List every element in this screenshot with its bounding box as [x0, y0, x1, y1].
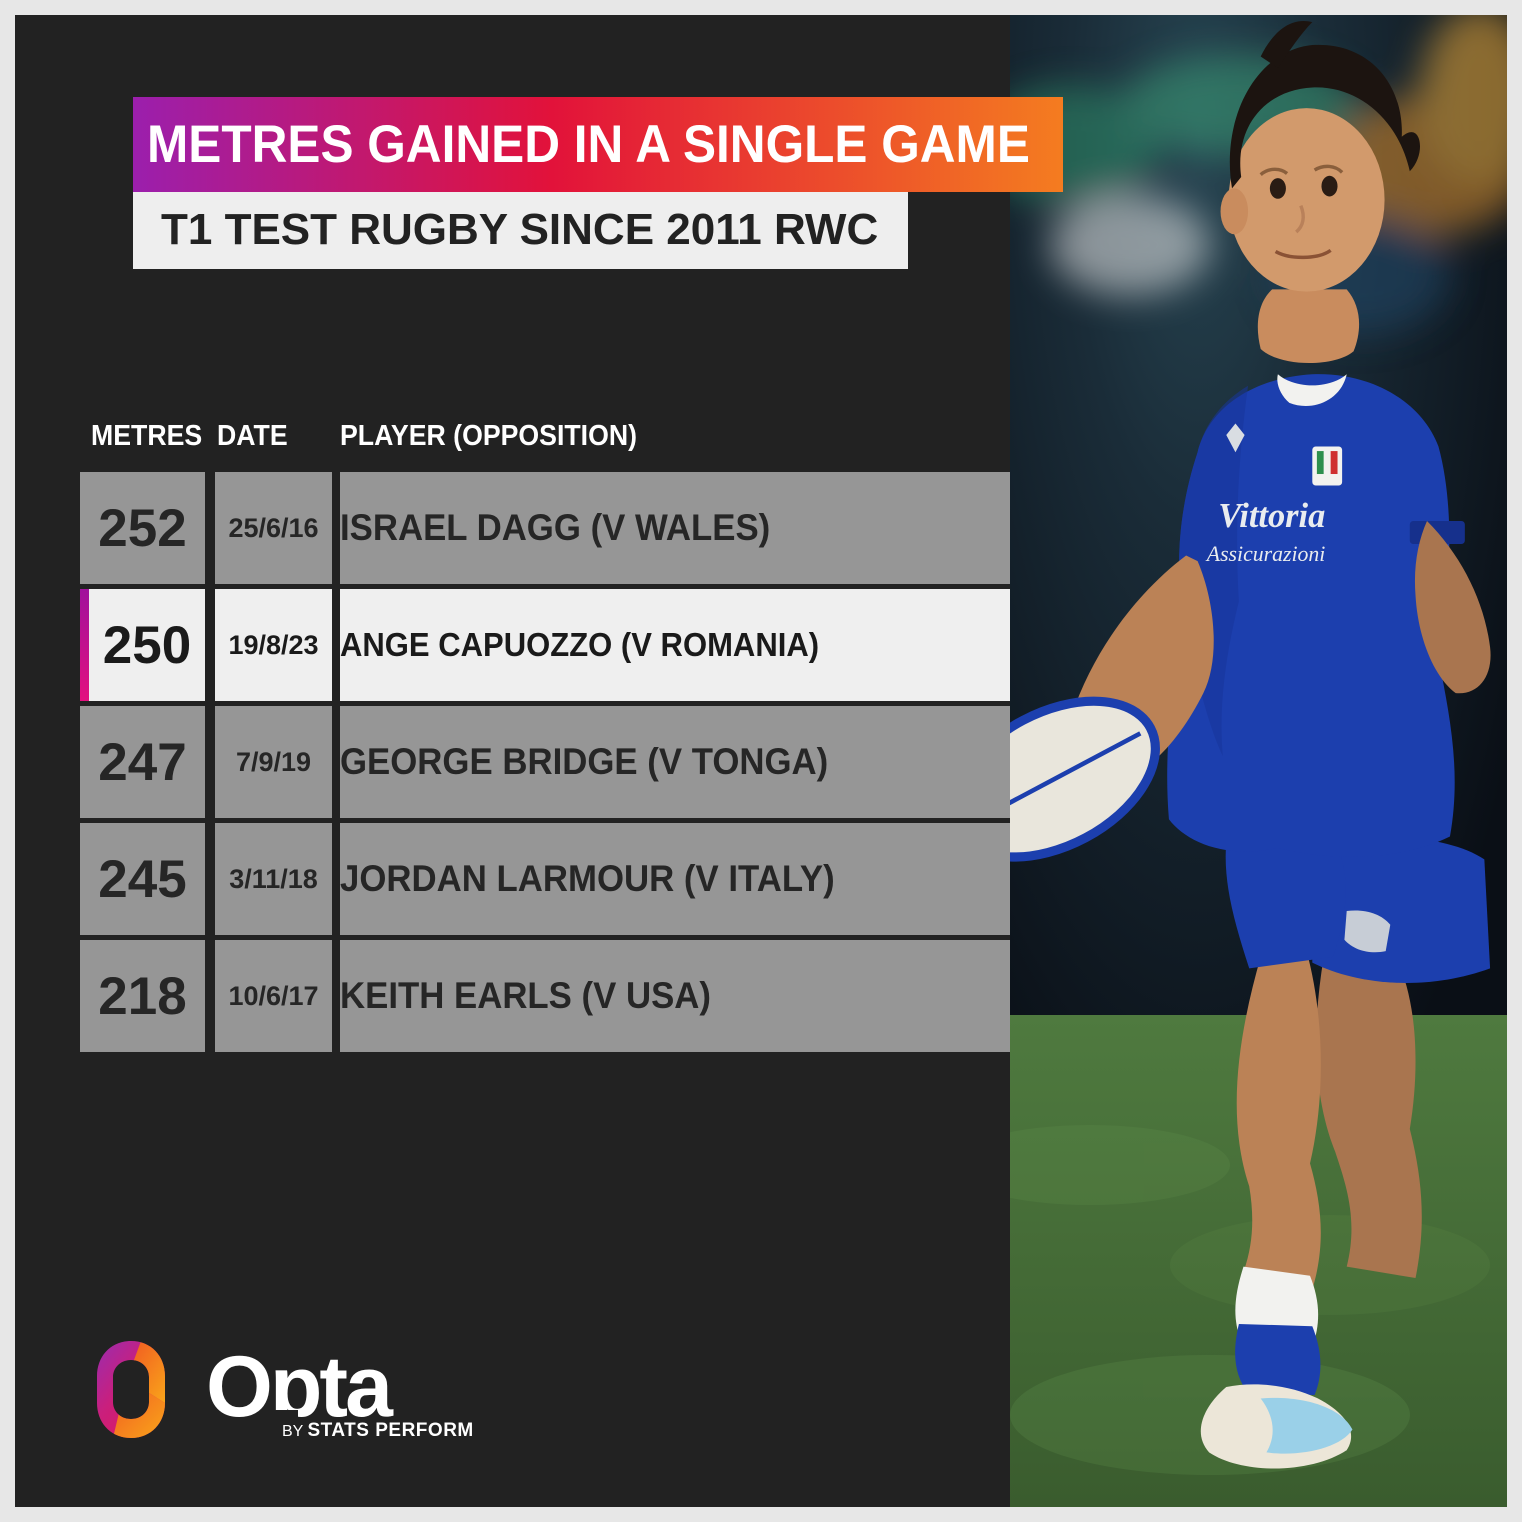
- svg-text:Assicurazioni: Assicurazioni: [1205, 542, 1326, 566]
- svg-text:Vittoria: Vittoria: [1218, 497, 1325, 535]
